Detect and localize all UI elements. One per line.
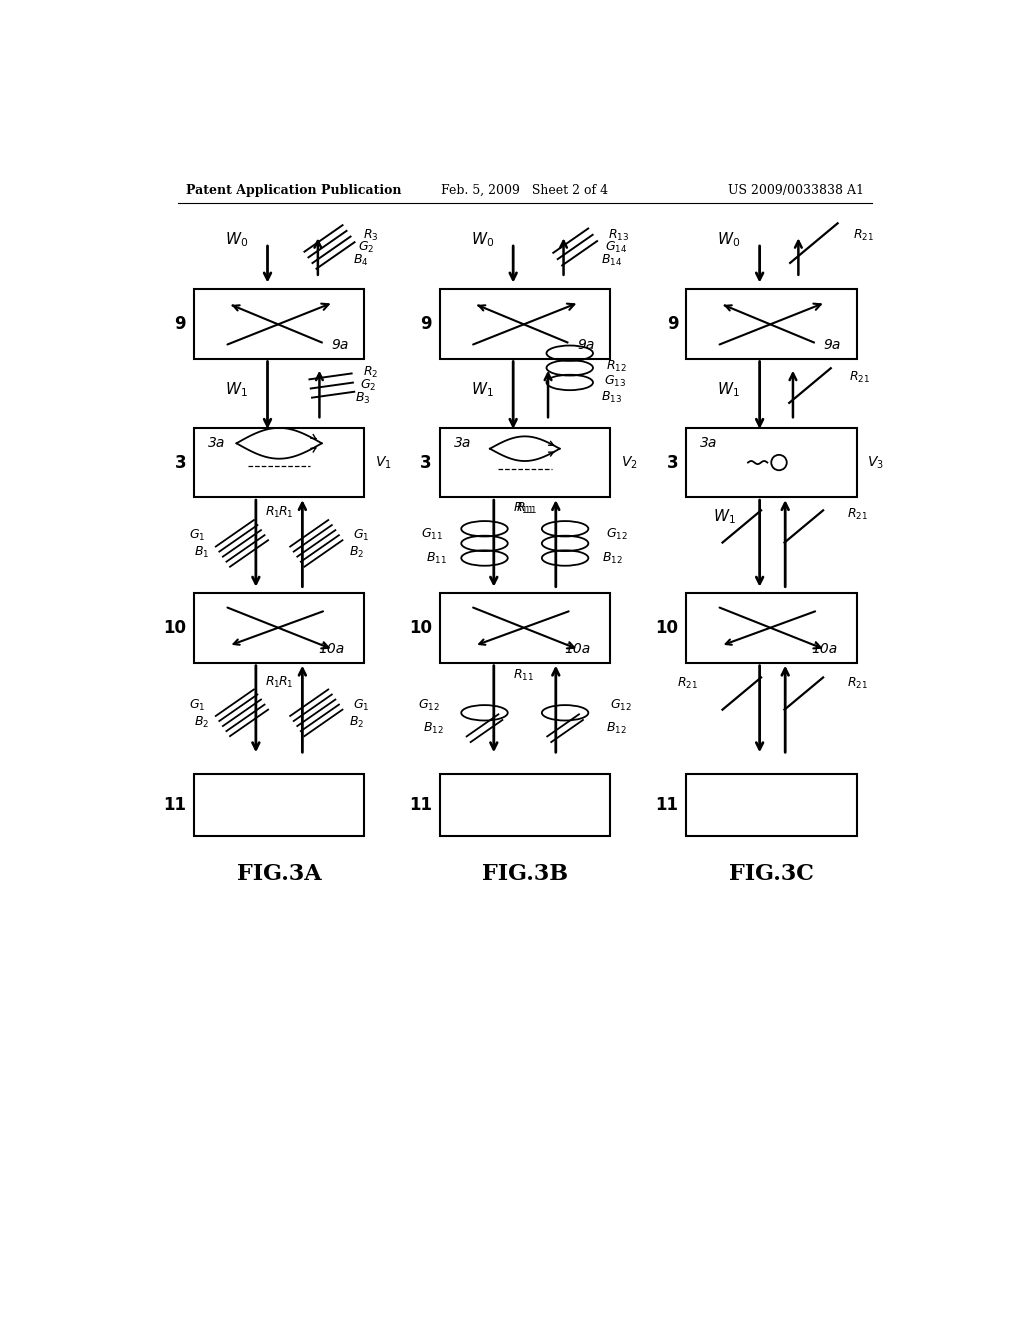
Text: $G_1$: $G_1$ [189,528,206,544]
Text: $R_{11}$: $R_{11}$ [513,502,535,516]
Text: $G_1$: $G_1$ [352,528,370,544]
Text: $B_{12}$: $B_{12}$ [602,552,623,566]
Text: $G_2$: $G_2$ [359,378,376,393]
Text: $R_{21}$: $R_{21}$ [847,676,868,692]
Text: $G_{12}$: $G_{12}$ [418,697,439,713]
Text: $G_{14}$: $G_{14}$ [605,240,628,255]
Text: $G_2$: $G_2$ [358,240,375,255]
Text: $G_{12}$: $G_{12}$ [606,527,628,541]
Text: 9: 9 [420,315,432,333]
Text: $R_1$: $R_1$ [278,506,293,520]
Text: $R_{11}$: $R_{11}$ [513,668,535,684]
Text: 10: 10 [655,619,678,638]
Bar [686,775,856,836]
Text: $B_4$: $B_4$ [352,252,369,268]
Text: $W_1$: $W_1$ [717,380,740,399]
Text: $B_{13}$: $B_{13}$ [601,389,622,405]
Text: 3: 3 [420,454,432,471]
Text: 3a: 3a [208,437,225,450]
Text: 10: 10 [409,619,432,638]
Text: $R_{12}$: $R_{12}$ [606,359,627,374]
Text: 11: 11 [409,796,432,814]
Text: $G_{13}$: $G_{13}$ [604,374,626,389]
Text: $B_{12}$: $B_{12}$ [423,721,443,735]
Text: 3a: 3a [700,437,718,450]
Bar [439,428,610,498]
Text: $B_2$: $B_2$ [349,714,365,730]
Text: $G_1$: $G_1$ [189,697,206,713]
Text: $R_{21}$: $R_{21}$ [853,228,873,243]
Text: $W_1$: $W_1$ [225,380,248,399]
Text: 9a: 9a [823,338,841,351]
Bar [194,594,365,663]
Text: $R_1$: $R_1$ [278,675,293,689]
Text: US 2009/0033838 A1: US 2009/0033838 A1 [728,185,864,197]
Text: 11: 11 [655,796,678,814]
Text: $G_1$: $G_1$ [352,697,370,713]
Text: FIG.3B: FIG.3B [481,863,568,886]
Text: $V_2$: $V_2$ [621,454,638,471]
Bar [439,594,610,663]
Text: Feb. 5, 2009   Sheet 2 of 4: Feb. 5, 2009 Sheet 2 of 4 [441,185,608,197]
Text: $W_1$: $W_1$ [714,507,736,525]
Bar [686,594,856,663]
Bar [439,775,610,836]
Bar [686,428,856,498]
Text: 10a: 10a [318,642,345,656]
Text: 3: 3 [667,454,678,471]
Text: $G_{11}$: $G_{11}$ [422,527,443,541]
Text: $R_{13}$: $R_{13}$ [608,228,630,243]
Text: 10a: 10a [811,642,838,656]
Text: $B_1$: $B_1$ [195,545,209,560]
Text: 9: 9 [667,315,678,333]
Text: 3a: 3a [454,437,471,450]
Text: $W_0$: $W_0$ [471,230,494,248]
Text: 10: 10 [163,619,186,638]
Text: 3: 3 [174,454,186,471]
Text: $R_{11}$: $R_{11}$ [515,502,537,516]
Bar [194,428,365,498]
Text: $B_{12}$: $B_{12}$ [606,721,627,735]
Bar [194,289,365,359]
Text: Patent Application Publication: Patent Application Publication [186,185,401,197]
Text: FIG.3C: FIG.3C [729,863,814,886]
Text: $B_{14}$: $B_{14}$ [601,252,622,268]
Text: $W_0$: $W_0$ [717,230,740,248]
Text: $B_{11}$: $B_{11}$ [426,552,447,566]
Text: $R_1$: $R_1$ [265,506,281,520]
Text: $R_{21}$: $R_{21}$ [677,676,697,692]
Text: 11: 11 [163,796,186,814]
Text: $B_2$: $B_2$ [349,545,365,560]
Text: FIG.3A: FIG.3A [237,863,322,886]
Text: $G_{12}$: $G_{12}$ [610,697,632,713]
Text: 9a: 9a [332,338,349,351]
Text: $B_2$: $B_2$ [195,714,209,730]
Text: $R_{21}$: $R_{21}$ [849,371,869,385]
Text: 10a: 10a [564,642,591,656]
Text: $B_3$: $B_3$ [355,391,371,407]
Bar [686,289,856,359]
Text: $R_{21}$: $R_{21}$ [847,507,868,521]
Text: 9a: 9a [578,338,595,351]
Text: $R_1$: $R_1$ [265,675,281,689]
Bar [194,775,365,836]
Bar [439,289,610,359]
Text: 9: 9 [174,315,186,333]
Text: $R_3$: $R_3$ [362,228,379,243]
Text: $W_1$: $W_1$ [471,380,494,399]
Text: $V_3$: $V_3$ [867,454,884,471]
Text: $W_0$: $W_0$ [225,230,248,248]
Text: $R_2$: $R_2$ [362,364,378,380]
Text: $V_1$: $V_1$ [375,454,392,471]
